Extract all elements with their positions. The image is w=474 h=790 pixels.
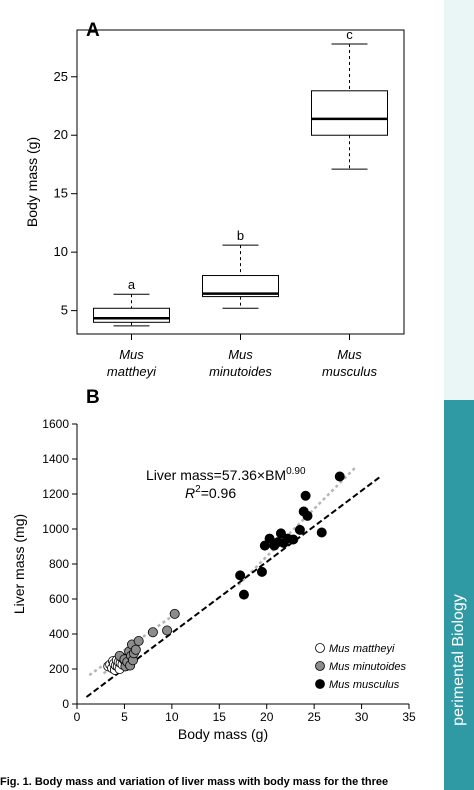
- species-fit-line: [237, 465, 358, 586]
- overall-fit-line: [85, 475, 382, 698]
- figure-caption: Fig. 1. Body mass and variation of liver…: [0, 776, 389, 788]
- x-tick-label: 0: [74, 710, 81, 724]
- r-squared-value: =0.96: [201, 485, 237, 501]
- y-tick-label: 1600: [42, 417, 69, 431]
- category-genus: Mus: [337, 347, 362, 362]
- significance-letter: c: [346, 27, 353, 42]
- data-point: [334, 471, 345, 482]
- equation-text: Liver mass=57.36×BM0.90: [146, 466, 306, 483]
- y-tick-label: 600: [49, 592, 69, 606]
- y-tick-label: 200: [49, 662, 69, 676]
- y-tick-label: 1200: [42, 487, 69, 501]
- category-species: mattheyi: [107, 364, 157, 379]
- data-point: [256, 566, 267, 577]
- data-point: [235, 570, 246, 581]
- data-point: [264, 533, 275, 544]
- data-point: [162, 625, 173, 636]
- y-tick-label: 20: [54, 127, 68, 142]
- legend-marker: [315, 643, 325, 653]
- x-tick-label: 5: [121, 710, 128, 724]
- y-tick-label: 10: [54, 244, 68, 259]
- box-iqr: [93, 307, 170, 323]
- x-tick-label: 15: [213, 710, 227, 724]
- r-squared-sup: 2: [195, 484, 201, 495]
- category-species: musculus: [322, 364, 377, 379]
- data-point: [147, 627, 158, 638]
- legend-label: Mus minutoides: [329, 661, 407, 673]
- y-tick-label: 15: [54, 186, 68, 201]
- r-squared-text: R2=0.96: [185, 484, 236, 501]
- data-point: [133, 636, 144, 647]
- y-axis-label: Liver mass (mg): [11, 514, 27, 614]
- x-tick-label: 25: [307, 710, 321, 724]
- x-axis-label: Body mass (g): [178, 726, 268, 742]
- panel-a-boxplot: A 5 10 15 20 25 Body mass (g) a Mus mattheyi b Mus m…: [24, 20, 405, 379]
- data-point: [238, 589, 249, 600]
- y-tick-label: 5: [61, 303, 68, 318]
- significance-letter: b: [237, 228, 244, 243]
- x-tick-label: 10: [165, 710, 179, 724]
- box-iqr: [311, 90, 388, 136]
- data-point: [130, 644, 141, 655]
- x-tick-label: 35: [402, 710, 416, 724]
- y-tick-label: 25: [54, 69, 68, 84]
- y-axis-label: Body mass (g): [24, 137, 40, 227]
- y-tick-label: 400: [49, 627, 69, 641]
- data-point: [169, 608, 180, 619]
- legend-marker: [315, 661, 325, 671]
- panel-a-label: A: [86, 20, 100, 41]
- category-species: minutoides: [209, 364, 272, 379]
- journal-side-strip-upper: [444, 0, 474, 400]
- category-genus: Mus: [119, 347, 144, 362]
- x-tick-label: 30: [355, 710, 369, 724]
- data-point: [302, 510, 313, 521]
- x-tick-label: 20: [260, 710, 274, 724]
- panel-b-label: B: [86, 387, 100, 408]
- significance-letter: a: [128, 277, 136, 292]
- panel-b-scatter: B 0 200 400 600 800 1000 1200 1400 1600 0 5 10 15 20 25…: [11, 387, 416, 742]
- legend-label: Mus mattheyi: [329, 643, 395, 655]
- y-tick-label: 1400: [42, 452, 69, 466]
- r-squared-var: R: [185, 485, 195, 501]
- data-point: [316, 527, 327, 538]
- box-iqr: [202, 275, 279, 298]
- equation-exponent: 0.90: [286, 466, 306, 477]
- data-point: [288, 534, 299, 545]
- data-point: [275, 528, 286, 539]
- y-tick-label: 1000: [42, 522, 69, 536]
- y-tick-label: 800: [49, 557, 69, 571]
- category-genus: Mus: [228, 347, 253, 362]
- legend-marker: [315, 679, 325, 689]
- y-tick-label: 0: [62, 697, 69, 711]
- legend-label: Mus musculus: [329, 679, 400, 691]
- data-point: [300, 490, 311, 501]
- data-point: [294, 524, 305, 535]
